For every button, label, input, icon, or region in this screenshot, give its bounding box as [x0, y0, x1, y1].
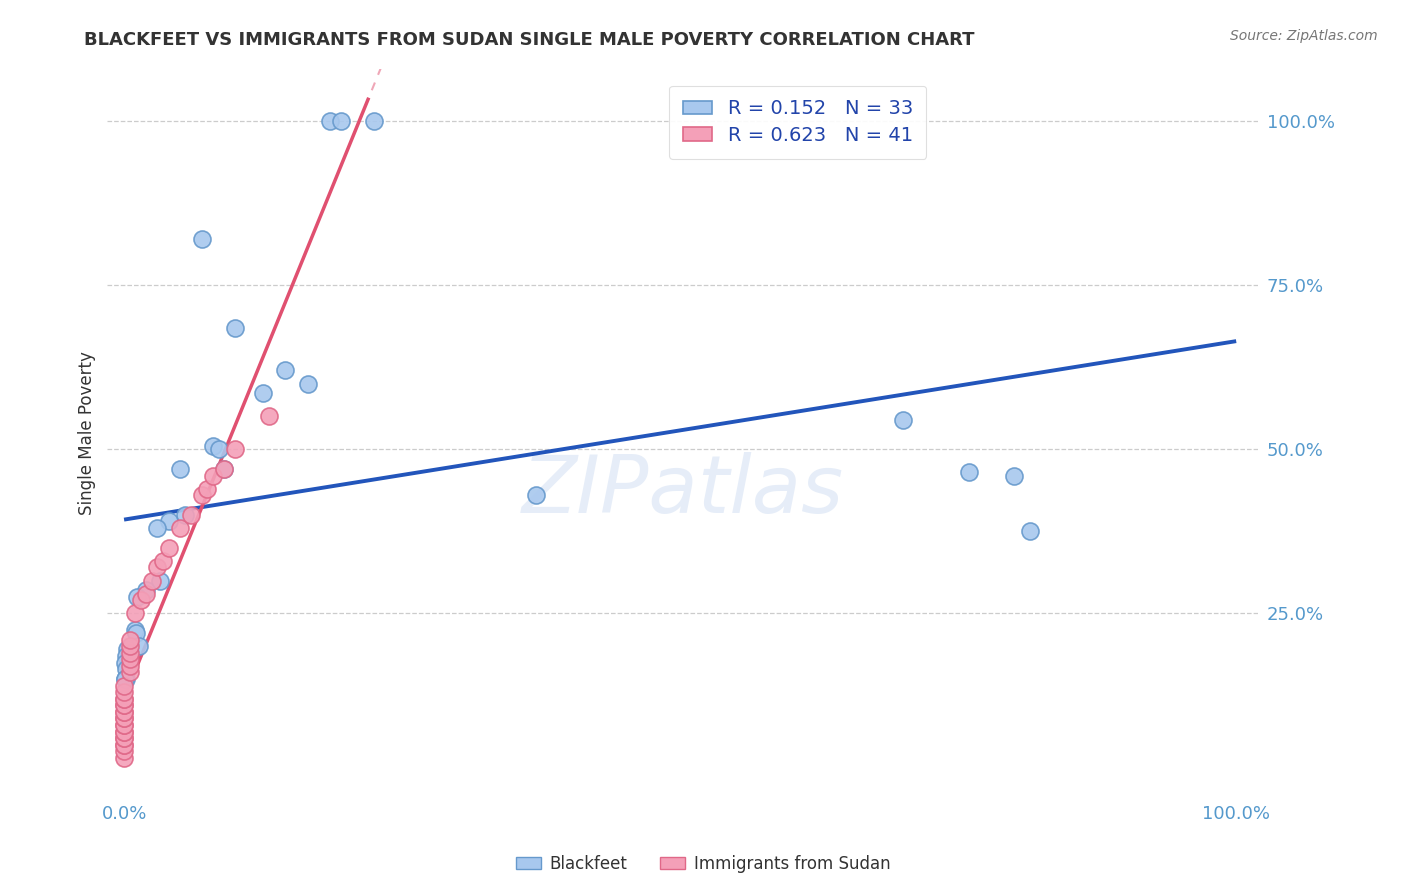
Point	[124, 623, 146, 637]
Point	[329, 114, 352, 128]
Point	[118, 658, 141, 673]
Point	[1002, 468, 1025, 483]
Point	[112, 691, 135, 706]
Point	[191, 232, 214, 246]
Point	[207, 442, 229, 457]
Point	[118, 639, 141, 653]
Point	[169, 521, 191, 535]
Point	[141, 574, 163, 588]
Point	[127, 590, 149, 604]
Point	[115, 672, 138, 686]
Legend: R = 0.152   N = 33, R = 0.623   N = 41: R = 0.152 N = 33, R = 0.623 N = 41	[669, 86, 927, 159]
Point	[112, 705, 135, 719]
Point	[202, 468, 225, 483]
Point	[891, 413, 914, 427]
Point	[112, 685, 135, 699]
Point	[202, 439, 225, 453]
Point	[191, 488, 214, 502]
Point	[115, 662, 138, 676]
Point	[1019, 524, 1042, 539]
Point	[112, 738, 135, 752]
Point	[112, 718, 135, 732]
Point	[118, 646, 141, 660]
Point	[212, 462, 235, 476]
Point	[180, 508, 202, 522]
Point	[257, 409, 280, 424]
Point	[118, 652, 141, 666]
Point	[112, 738, 135, 752]
Point	[174, 508, 197, 522]
Point	[146, 560, 169, 574]
Point	[114, 656, 136, 670]
Point	[297, 376, 319, 391]
Point	[124, 607, 146, 621]
Point	[135, 583, 157, 598]
Point	[224, 442, 246, 457]
Point	[319, 114, 342, 128]
Point	[128, 639, 150, 653]
Point	[112, 724, 135, 739]
Point	[112, 718, 135, 732]
Point	[114, 672, 136, 686]
Point	[125, 626, 148, 640]
Point	[224, 320, 246, 334]
Point	[117, 642, 139, 657]
Point	[112, 751, 135, 765]
Point	[157, 541, 180, 555]
Point	[363, 114, 385, 128]
Point	[112, 711, 135, 725]
Point	[274, 363, 297, 377]
Point	[129, 593, 152, 607]
Point	[197, 482, 219, 496]
Point	[112, 711, 135, 725]
Point	[118, 665, 141, 680]
Point	[169, 462, 191, 476]
Point	[957, 465, 980, 479]
Point	[252, 386, 274, 401]
Point	[112, 705, 135, 719]
Point	[135, 587, 157, 601]
Point	[157, 515, 180, 529]
Point	[112, 731, 135, 745]
Point	[112, 698, 135, 713]
Text: ZIPatlas: ZIPatlas	[522, 452, 844, 530]
Y-axis label: Single Male Poverty: Single Male Poverty	[79, 351, 96, 515]
Point	[524, 488, 547, 502]
Text: Source: ZipAtlas.com: Source: ZipAtlas.com	[1230, 29, 1378, 43]
Point	[149, 574, 172, 588]
Text: BLACKFEET VS IMMIGRANTS FROM SUDAN SINGLE MALE POVERTY CORRELATION CHART: BLACKFEET VS IMMIGRANTS FROM SUDAN SINGL…	[84, 31, 974, 49]
Point	[112, 698, 135, 713]
Point	[112, 679, 135, 693]
Point	[112, 731, 135, 745]
Point	[115, 648, 138, 663]
Point	[112, 724, 135, 739]
Legend: Blackfeet, Immigrants from Sudan: Blackfeet, Immigrants from Sudan	[509, 848, 897, 880]
Point	[146, 521, 169, 535]
Point	[152, 554, 174, 568]
Point	[212, 462, 235, 476]
Point	[118, 632, 141, 647]
Point	[112, 744, 135, 758]
Point	[112, 691, 135, 706]
Point	[114, 672, 136, 686]
